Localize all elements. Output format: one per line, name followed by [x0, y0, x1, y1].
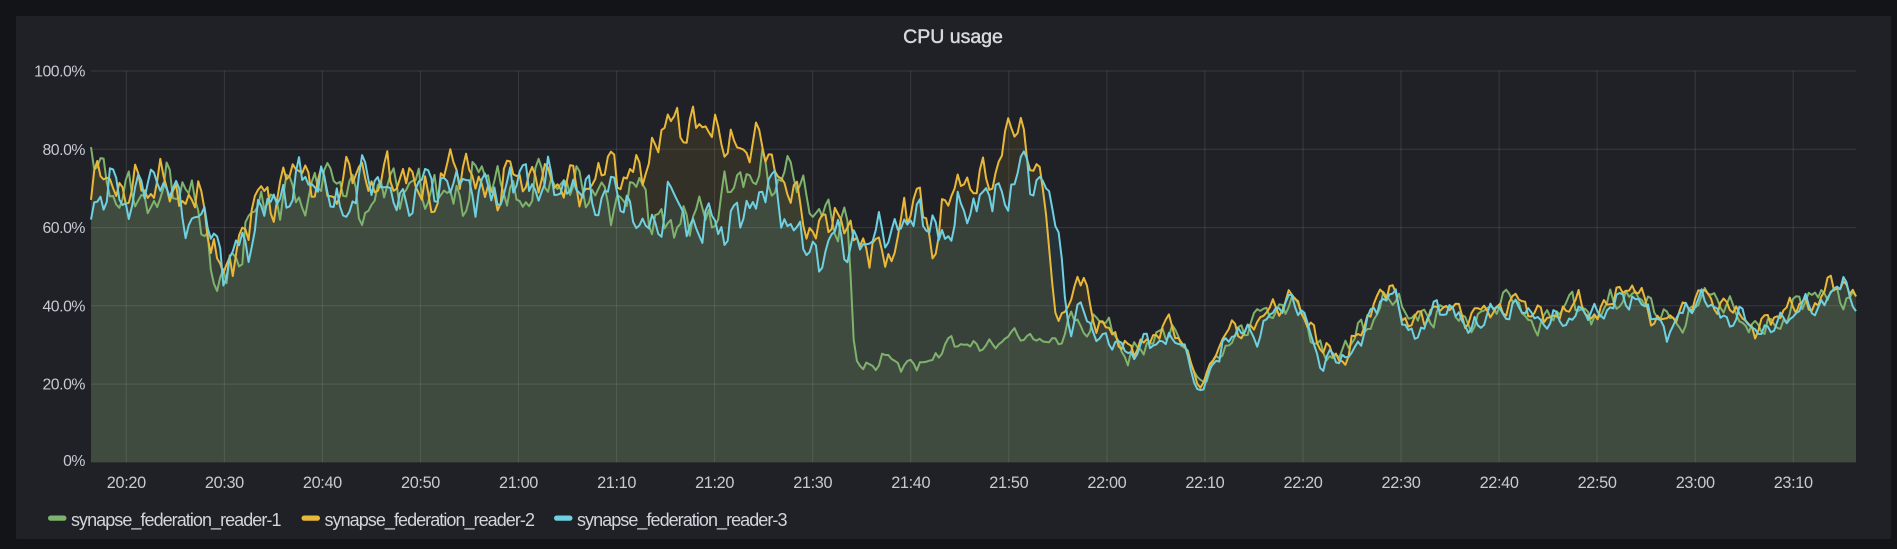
- svg-text:CPU usage: CPU usage: [903, 26, 1003, 48]
- svg-text:synapse_federation_reader-3: synapse_federation_reader-3: [577, 510, 787, 531]
- svg-text:0%: 0%: [63, 453, 85, 470]
- svg-text:20:50: 20:50: [401, 474, 440, 492]
- svg-text:20:20: 20:20: [107, 474, 146, 492]
- svg-text:synapse_federation_reader-1: synapse_federation_reader-1: [71, 510, 281, 531]
- svg-text:21:50: 21:50: [989, 474, 1028, 492]
- svg-text:23:00: 23:00: [1676, 474, 1715, 492]
- svg-text:20:30: 20:30: [205, 474, 244, 492]
- svg-text:21:40: 21:40: [891, 474, 930, 492]
- svg-text:21:20: 21:20: [695, 474, 734, 492]
- svg-text:40.0%: 40.0%: [42, 298, 85, 315]
- svg-text:22:20: 22:20: [1284, 474, 1323, 492]
- svg-text:100.0%: 100.0%: [34, 64, 85, 81]
- svg-text:21:30: 21:30: [793, 474, 832, 492]
- svg-text:22:30: 22:30: [1382, 474, 1421, 492]
- svg-text:23:10: 23:10: [1774, 474, 1813, 492]
- svg-text:20:40: 20:40: [303, 474, 342, 492]
- svg-text:synapse_federation_reader-2: synapse_federation_reader-2: [325, 510, 535, 531]
- svg-text:22:10: 22:10: [1185, 474, 1224, 492]
- svg-text:20.0%: 20.0%: [42, 377, 85, 394]
- svg-text:22:40: 22:40: [1480, 474, 1519, 492]
- svg-text:60.0%: 60.0%: [42, 220, 85, 237]
- svg-text:21:00: 21:00: [499, 474, 538, 492]
- svg-text:21:10: 21:10: [597, 474, 636, 492]
- svg-text:22:00: 22:00: [1087, 474, 1126, 492]
- svg-text:22:50: 22:50: [1578, 474, 1617, 492]
- svg-text:80.0%: 80.0%: [42, 142, 85, 159]
